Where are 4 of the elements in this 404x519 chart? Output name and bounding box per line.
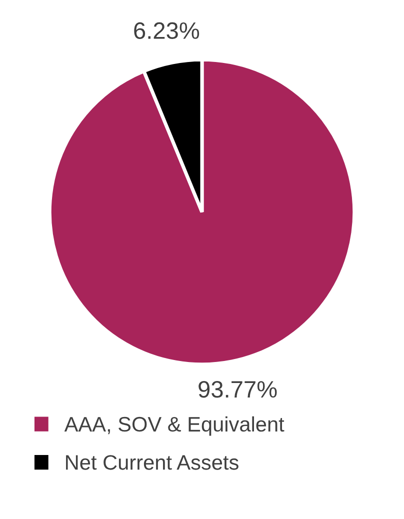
data-label: 93.77% [198, 380, 277, 398]
data-label: 6.23% [134, 22, 200, 39]
legend-label: Net Current Assets [66, 455, 238, 470]
legend-label: AAA, SOV & Equivalent [64, 416, 284, 436]
